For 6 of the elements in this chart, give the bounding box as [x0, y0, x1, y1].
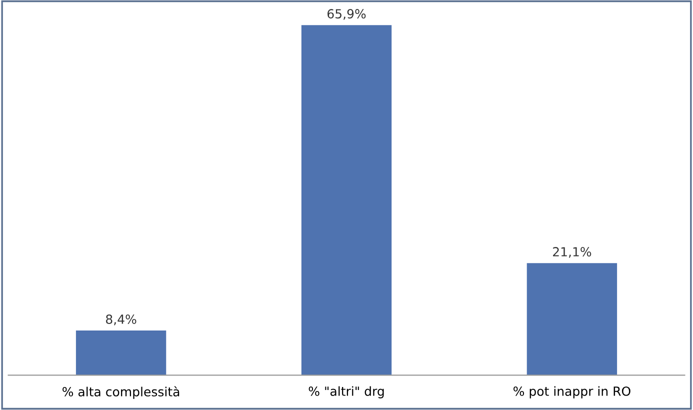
x-tick-label: % alta complessità: [62, 386, 180, 399]
x-tick-label: % "altri" drg: [308, 386, 384, 398]
data-label: 8,4%: [106, 314, 136, 326]
x-tick-label: % pot inappr in RO: [514, 386, 630, 398]
data-label: 65,9%: [328, 9, 366, 20]
data-label: 21,1%: [553, 247, 592, 258]
